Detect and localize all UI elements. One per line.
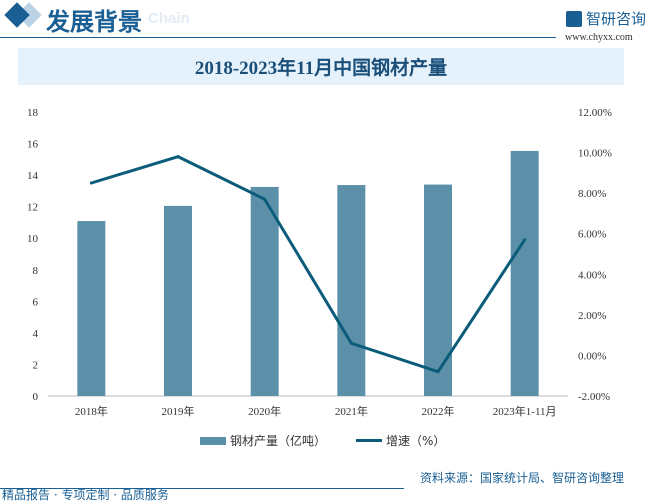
x-tick-label: 2019年 [162, 404, 195, 418]
y-right-tick-label: 4.00% [578, 269, 606, 281]
y-left-tick-label: 8 [33, 265, 39, 277]
section-title: 发展背景 [46, 8, 142, 36]
bar [424, 184, 452, 396]
y-right-tick-label: 10.00% [578, 148, 612, 160]
brand-url: www.chyxx.com [565, 32, 633, 43]
footer-slogan: 精品报告 · 专项定制 · 品质服务 [2, 488, 169, 502]
footer-divider [0, 488, 404, 489]
bar [510, 150, 539, 396]
legend-bar-swatch [200, 436, 226, 445]
legend: 钢材产量（亿吨） 增速（%） [200, 432, 445, 449]
growth-line [90, 155, 526, 374]
y-right-tick-label: 0.00% [578, 350, 606, 362]
section-subtitle: Chain [148, 10, 190, 27]
bar [337, 185, 366, 396]
chart-title: 2018-2023年11月中国钢材产量 [18, 48, 624, 85]
x-tick-label: 2021年 [335, 404, 368, 418]
y-left-tick-label: 4 [33, 328, 39, 340]
y-right-tick-label: 2.00% [578, 310, 606, 322]
header-divider [0, 37, 556, 38]
x-tick-label: 2022年 [422, 404, 455, 418]
y-left-tick-label: 10 [27, 233, 39, 245]
line-point [176, 155, 180, 159]
y-left-tick-label: 12 [27, 202, 38, 214]
x-tick-label: 2020年 [248, 404, 281, 418]
y-left-tick-label: 16 [27, 139, 39, 151]
y-left-tick-label: 18 [27, 107, 39, 119]
y-left-tick-label: 6 [33, 296, 39, 308]
bar [164, 205, 192, 396]
legend-line-label: 增速（%） [386, 434, 446, 448]
y-right-tick-label: -2.00% [578, 391, 610, 403]
line-point [523, 238, 527, 242]
line-point [89, 181, 93, 185]
line-point [436, 370, 440, 374]
legend-bar-label: 钢材产量（亿吨） [230, 434, 327, 448]
y-left-tick-label: 0 [33, 391, 39, 403]
logo-icon [566, 10, 582, 27]
brand-logo: 智研咨询 [566, 8, 646, 29]
logo-text: 智研咨询 [586, 10, 647, 28]
bar [250, 186, 279, 396]
y-right-tick-label: 12.00% [578, 107, 612, 119]
source-note: 资料来源：国家统计局、智研咨询整理 [420, 471, 625, 485]
bar [77, 221, 106, 396]
legend-line-swatch [356, 439, 383, 442]
x-tick-label: 2018年 [75, 404, 108, 418]
y-left-tick-label: 14 [27, 170, 39, 182]
x-tick-label: 2023年1-11月 [493, 404, 557, 418]
line-point [263, 197, 267, 201]
y-left-tick-label: 2 [33, 359, 39, 371]
line-point [349, 341, 353, 345]
y-right-tick-label: 6.00% [578, 229, 606, 241]
y-right-tick-label: 8.00% [578, 188, 606, 200]
